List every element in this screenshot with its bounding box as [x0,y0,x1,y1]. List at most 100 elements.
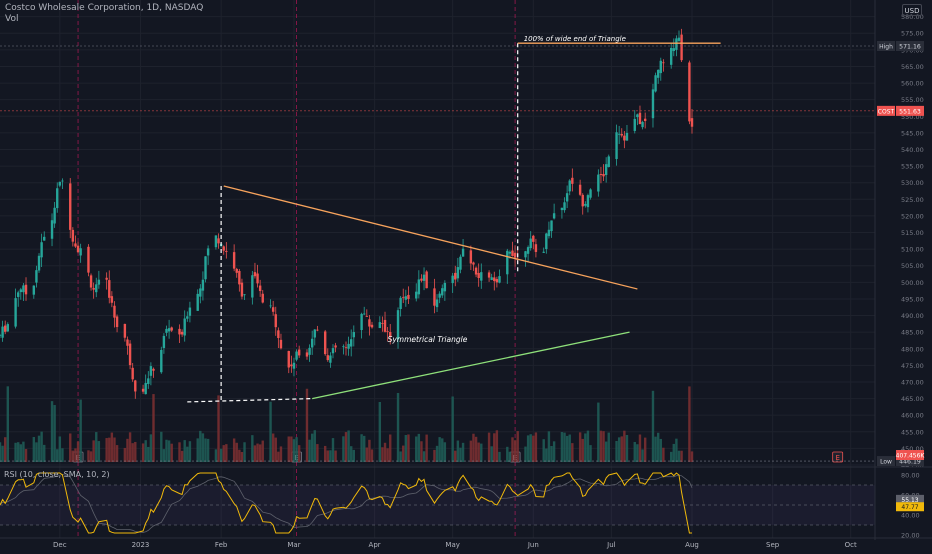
candle-body [456,267,460,279]
candle-body [526,247,530,254]
candle-body [40,242,43,258]
candle-body [363,313,366,315]
volume-bar [669,451,673,462]
volume-bar [396,392,400,462]
candle-body [344,347,348,349]
volume-title: Vol [5,14,19,24]
volume-bar [274,437,277,462]
volume-bar [167,440,171,462]
volume-bar [61,448,64,462]
rsi-value-bg [896,502,924,512]
candle-body [201,279,205,291]
volume-bar [4,437,7,462]
volume-bar [615,441,618,462]
candle-body [480,272,483,281]
candle-body [0,334,2,336]
volume-bar [126,438,129,462]
volume-bar [295,437,298,462]
candle-body [271,307,275,312]
volume-bar [50,401,54,462]
volume-bar [659,438,662,462]
candle-body [461,248,465,257]
volume-value-bg [896,450,924,460]
volume-bar [487,432,491,462]
volume-bar [87,450,90,462]
time-tick-label: Feb [215,541,228,549]
volume-bar [607,432,610,462]
volume-bar [459,447,462,462]
time-tick-label: Apr [369,541,381,549]
candle-body [256,273,259,284]
candle-body [243,294,246,296]
candle-body [277,330,280,339]
volume-bar [641,449,644,462]
candle-body [313,329,316,338]
volume-bar [490,446,493,462]
volume-bar [256,443,259,462]
candle-body [386,331,389,333]
candle-body [589,189,592,198]
candle-body [76,245,80,253]
volume-bar [40,431,43,462]
candle-body [604,164,608,176]
volume-bar [134,441,137,462]
volume-bar [71,450,75,462]
candle-body [669,47,673,65]
volume-bar [688,386,691,462]
candle-body [4,325,7,332]
low-tag: Low [880,459,892,466]
volume-bar [360,434,363,462]
volume-bar [656,432,660,462]
candle-body [643,118,647,121]
candle-body [511,250,514,257]
earnings-marker [832,451,844,463]
high-value: 571.16 [899,44,921,51]
low-value-bg [896,456,924,467]
candle-body [74,243,77,247]
volume-bar [386,448,389,462]
price-tick-label: 515.00 [901,229,924,237]
volume-bar [240,451,244,462]
candle-body [310,338,314,348]
candle-body [420,278,423,281]
triangle-label: Symmetrical Triangle [388,335,468,344]
candle-body [113,305,116,318]
high-value-bg [896,41,924,52]
candle-body [370,324,374,328]
volume-bar [32,437,36,462]
volume-bar [58,436,62,462]
candle-body [110,296,114,303]
candle-body [690,118,694,127]
candle-body [71,229,75,242]
volume-bar [69,433,72,462]
volume-bar [206,438,210,462]
candle-body [17,292,20,297]
volume-bar [584,433,587,462]
candle-body [617,133,621,135]
candle-body [115,316,119,328]
candle-body [204,256,207,280]
volume-bar [662,447,665,462]
candle-body [506,250,509,275]
low-value: 446.19 [899,459,921,466]
rsi-pane [0,472,875,534]
volume-bar [381,447,384,462]
volume-bar [480,443,483,462]
earnings-marker-label: E [835,454,839,462]
volume-bar [115,445,119,462]
candle-body [422,274,426,281]
price-tick-label: 580.00 [901,13,924,21]
time-tick-label: Jun [527,541,539,549]
volume-bar [225,444,228,462]
candle-body [381,323,384,324]
candle-body [581,194,584,207]
volume-bar [199,430,202,462]
drawings[interactable]: Symmetrical Triangle 100% of wide end of … [0,35,875,462]
currency-button[interactable]: USD [902,4,922,16]
candle-body [651,89,655,119]
time-tick-label: 2023 [132,541,150,549]
candle-body [287,350,290,368]
volume-bar [160,431,163,462]
